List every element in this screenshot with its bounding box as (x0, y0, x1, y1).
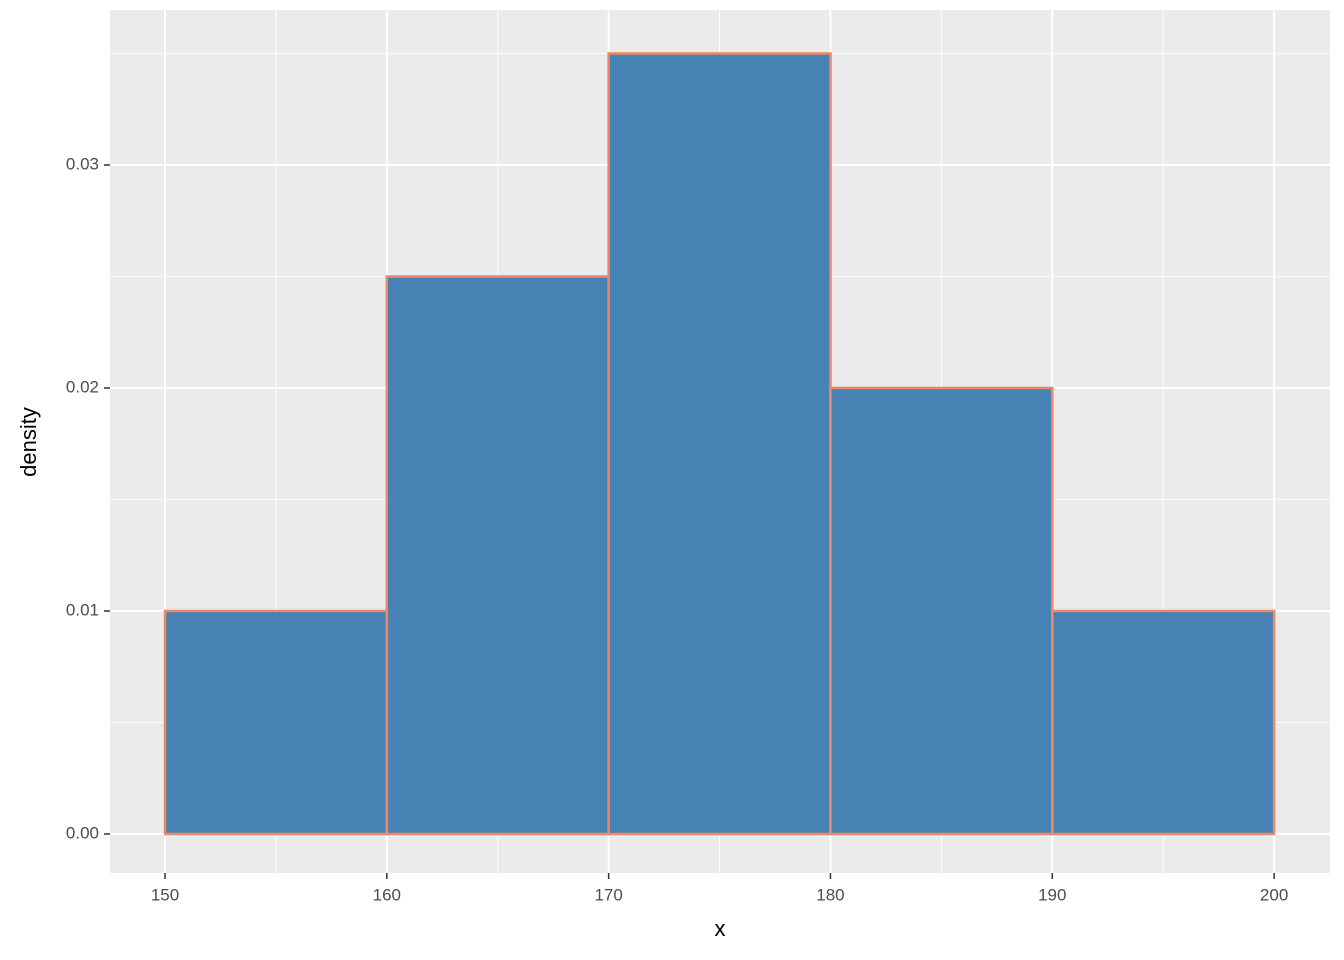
x-axis-title: x (715, 916, 726, 941)
x-tick-label: 200 (1260, 885, 1288, 904)
y-tick-label: 0.03 (66, 154, 99, 173)
x-tick-label: 180 (816, 885, 844, 904)
y-tick-label: 0.02 (66, 377, 99, 396)
bar (385, 275, 610, 836)
bar (163, 609, 389, 836)
bar (1051, 609, 1276, 836)
bar (607, 52, 832, 836)
y-tick-label: 0.00 (66, 823, 99, 842)
y-tick-label: 0.01 (66, 600, 99, 619)
x-tick-label: 150 (151, 885, 179, 904)
x-tick-label: 190 (1038, 885, 1066, 904)
x-tick-label: 170 (594, 885, 622, 904)
y-axis-title: density (16, 407, 41, 477)
bar (829, 386, 1054, 836)
x-tick-label: 160 (373, 885, 401, 904)
